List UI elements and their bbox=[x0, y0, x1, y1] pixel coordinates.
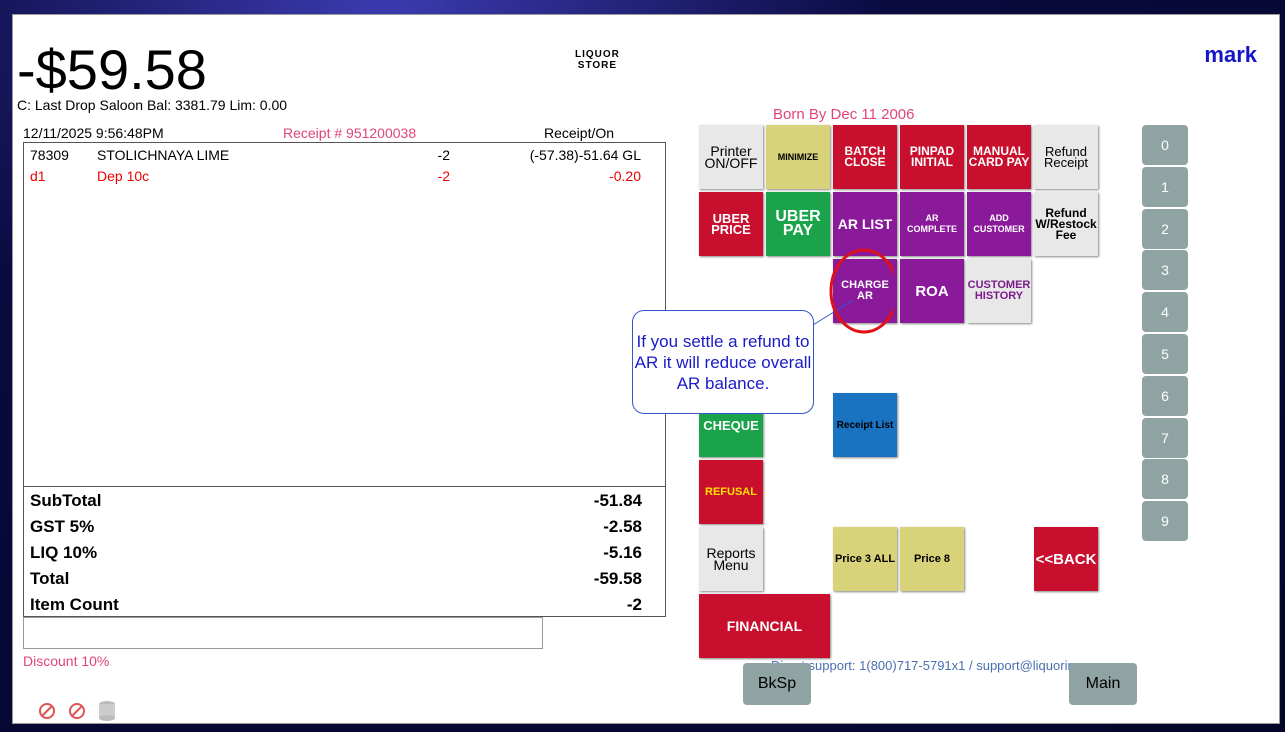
action-button[interactable]: Price 8 bbox=[900, 527, 964, 591]
receipt-number: Receipt # 951200038 bbox=[283, 125, 417, 141]
action-button[interactable]: PINPAD INITIAL bbox=[900, 125, 964, 189]
action-button[interactable]: ADD CUSTOMER bbox=[967, 192, 1031, 256]
pos-window: -$59.58 C: Last Drop Saloon Bal: 3381.79… bbox=[12, 14, 1280, 724]
line-item-cell: STOLICHNAYA LIME bbox=[97, 147, 230, 163]
input-field[interactable] bbox=[23, 617, 543, 649]
action-button[interactable]: Receipt List bbox=[833, 393, 897, 457]
line-item-cell: Dep 10c bbox=[97, 168, 150, 184]
total-label: LIQ 10% bbox=[30, 543, 98, 562]
numpad-key[interactable]: 1 bbox=[1142, 166, 1188, 207]
action-button[interactable]: Refund Receipt bbox=[1034, 125, 1098, 189]
numpad-key[interactable]: 2 bbox=[1142, 208, 1188, 249]
action-button[interactable]: CUSTOMER HISTORY bbox=[967, 259, 1031, 323]
action-button[interactable]: Reports Menu bbox=[699, 527, 763, 591]
total-value: -2.58 bbox=[603, 517, 642, 536]
total-value: -59.58 bbox=[593, 569, 642, 588]
action-button[interactable]: CHARGE AR bbox=[833, 259, 897, 323]
logo-text: STORE bbox=[577, 60, 618, 71]
action-button[interactable]: MANUAL CARD PAY bbox=[967, 125, 1031, 189]
action-button[interactable]: UBER PRICE bbox=[699, 192, 763, 256]
action-button[interactable]: AR COMPLETE bbox=[900, 192, 964, 256]
line-item-cell: 78309 bbox=[30, 147, 69, 163]
total-value: -2 bbox=[626, 595, 642, 614]
logo-text: LIQUOR bbox=[575, 49, 620, 60]
total: -$59.58 bbox=[17, 38, 207, 101]
action-button[interactable]: AR LIST bbox=[833, 192, 897, 256]
backspace-button[interactable]: BkSp bbox=[743, 663, 811, 705]
numpad-key[interactable]: 4 bbox=[1142, 292, 1188, 333]
total-label: GST 5% bbox=[30, 517, 95, 536]
logo: LIQUOR STORE bbox=[575, 49, 620, 71]
action-button[interactable]: Price 3 ALL bbox=[833, 527, 897, 591]
line-item-cell: (-57.38)-51.64 GL bbox=[529, 147, 641, 163]
divider bbox=[24, 486, 665, 487]
callout-shapes bbox=[812, 248, 893, 334]
action-button[interactable]: FINANCIAL bbox=[699, 594, 830, 658]
line-item-cell: d1 bbox=[30, 168, 46, 184]
numpad-key[interactable]: 6 bbox=[1142, 375, 1188, 416]
line-item-cell: -2 bbox=[437, 147, 450, 163]
born-by: Born By Dec 11 2006 bbox=[773, 106, 915, 123]
action-button[interactable]: <<BACK bbox=[1034, 527, 1098, 591]
receipt-mode: Receipt/On bbox=[544, 125, 615, 141]
numpad-key[interactable]: 9 bbox=[1142, 501, 1188, 542]
line-item-cell: -0.20 bbox=[609, 168, 641, 184]
total-label: SubTotal bbox=[30, 491, 102, 510]
total-value: -5.16 bbox=[603, 543, 642, 562]
callout: If you settle a refund to AR it will red… bbox=[632, 310, 814, 414]
action-button[interactable]: BATCH CLOSE bbox=[833, 125, 897, 189]
main-button[interactable]: Main bbox=[1069, 663, 1137, 705]
numpad-key[interactable]: 3 bbox=[1142, 250, 1188, 291]
action-button[interactable]: UBER PAY bbox=[766, 192, 830, 256]
action-button[interactable]: Refund W/Restock Fee bbox=[1034, 192, 1098, 256]
customer-info: C: Last Drop Saloon Bal: 3381.79 Lim: 0.… bbox=[17, 97, 288, 113]
total-value: -51.84 bbox=[593, 491, 642, 510]
total-label: Total bbox=[30, 569, 70, 588]
action-button[interactable]: REFUSAL bbox=[699, 460, 763, 524]
total-label: Item Count bbox=[30, 595, 119, 614]
receipt-panel: 78309 STOLICHNAYA LIME -2 (-57.38)-51.64 GL… bbox=[23, 142, 666, 617]
action-button[interactable]: MINIMIZE bbox=[766, 125, 830, 189]
line-item-cell: -2 bbox=[437, 168, 450, 184]
numpad-key[interactable]: 7 bbox=[1142, 417, 1188, 458]
action-button[interactable]: ROA bbox=[900, 259, 964, 323]
support-info: Direct support: 1(800)717-5791x1 / suppo… bbox=[771, 658, 1110, 673]
discount: Discount 10% bbox=[23, 653, 110, 669]
status-icons bbox=[39, 701, 115, 721]
numpad-key[interactable]: 8 bbox=[1142, 459, 1188, 500]
receipt-date: 12/11/2025 9:56:48PM bbox=[23, 125, 164, 141]
numpad-key[interactable]: 0 bbox=[1142, 125, 1188, 165]
action-button[interactable]: Printer ON/OFF bbox=[699, 125, 763, 189]
numpad-key[interactable]: 5 bbox=[1142, 334, 1188, 374]
user-name: mark bbox=[1204, 42, 1257, 67]
